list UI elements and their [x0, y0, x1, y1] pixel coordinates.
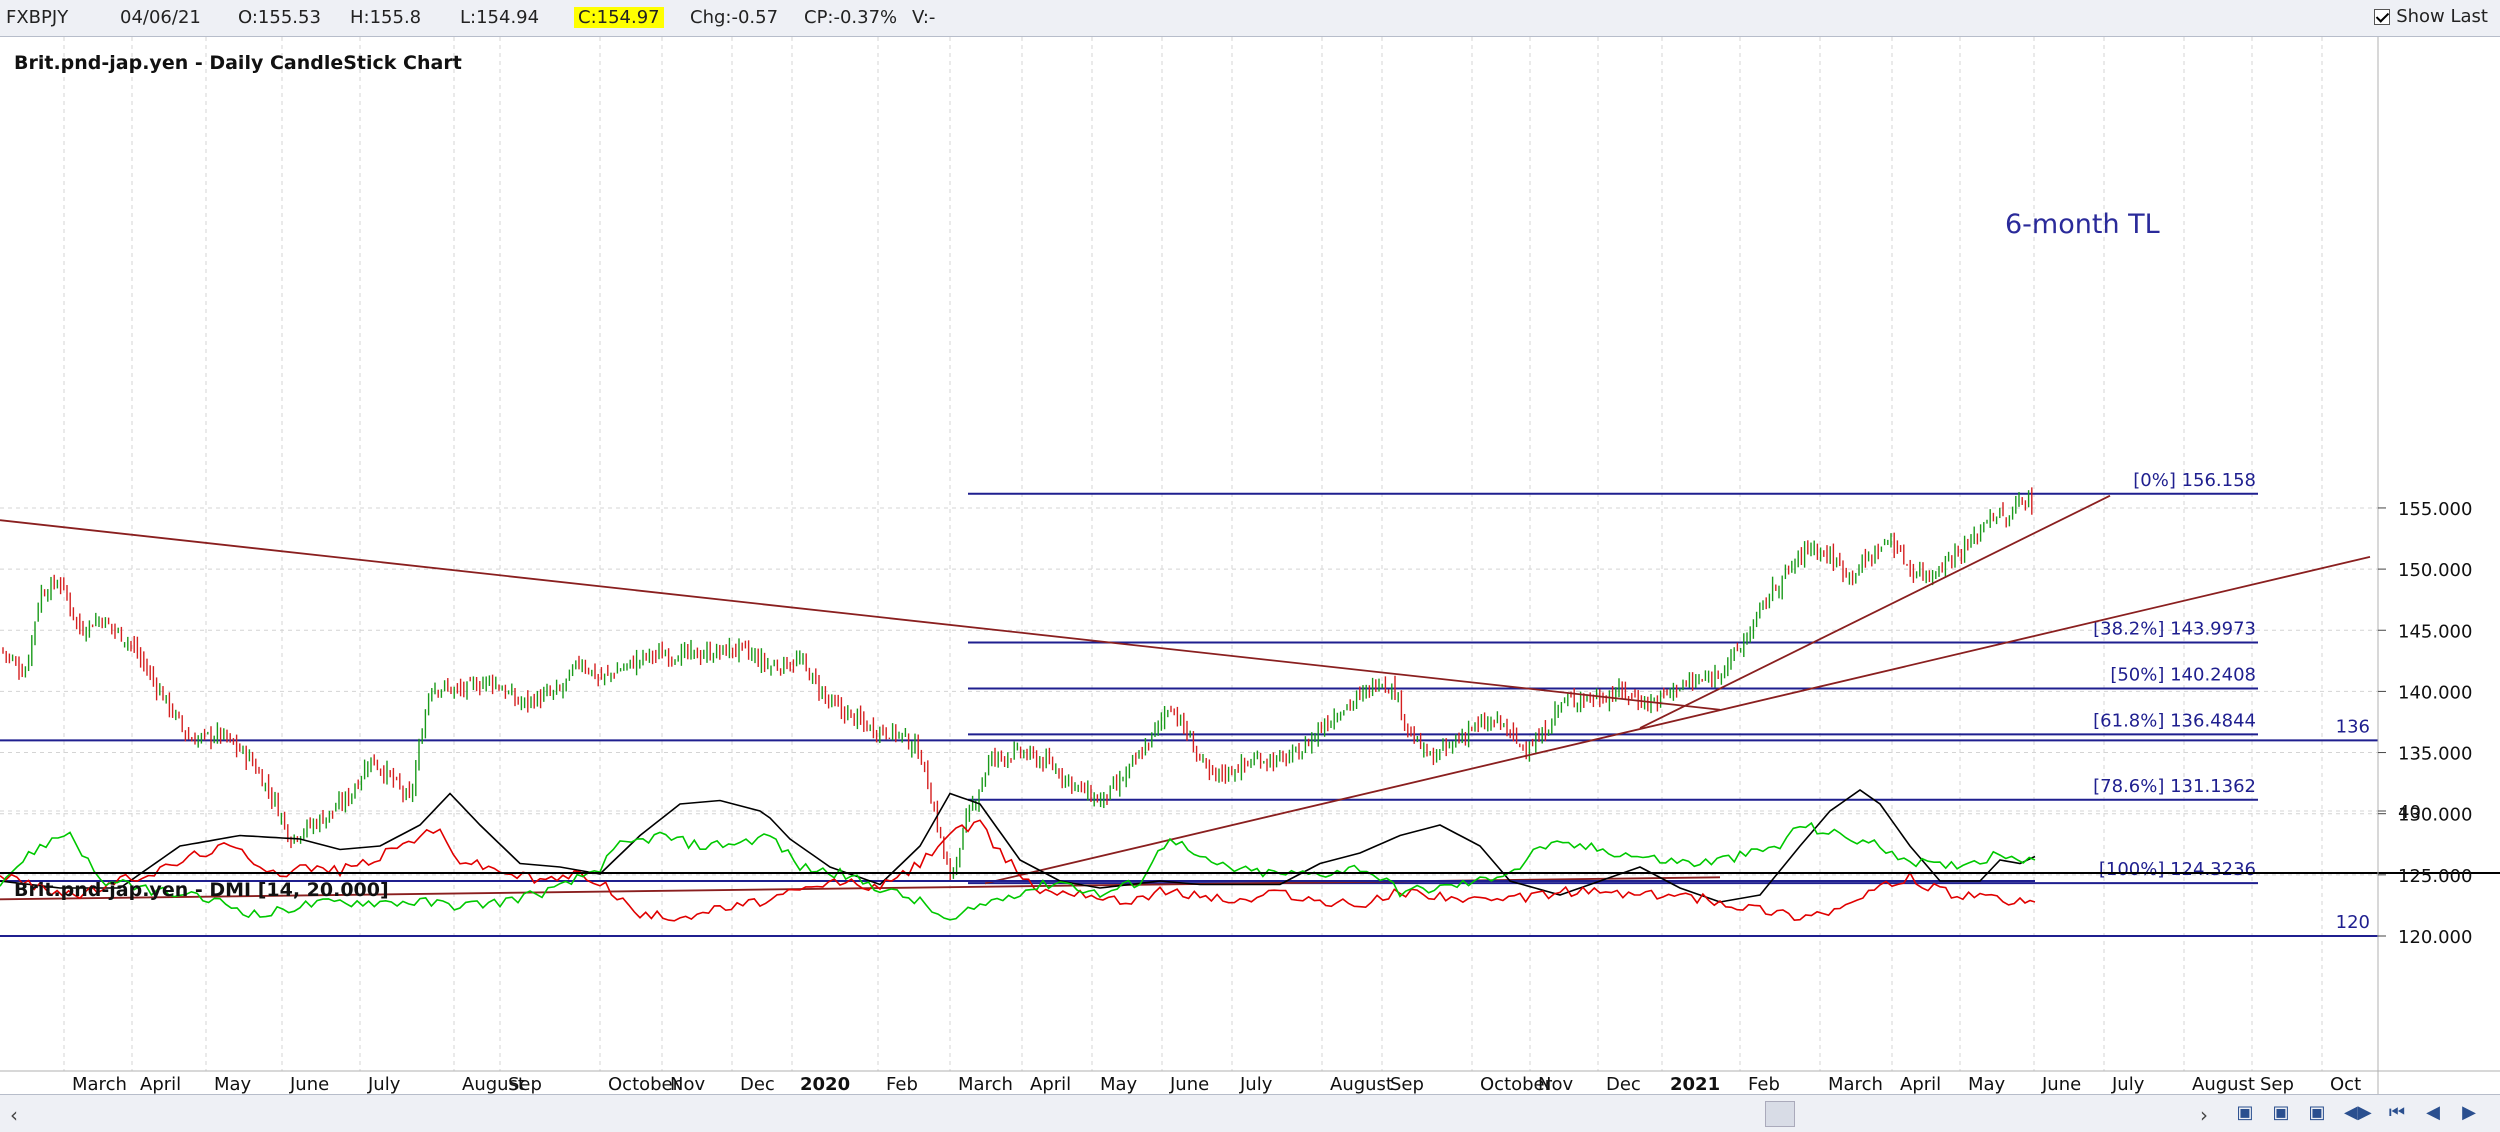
time-tick-label: 2020 [800, 1074, 850, 1094]
trendline-annotation: 6-month TL [2005, 209, 2160, 240]
time-tick-label: August [462, 1074, 525, 1094]
open-value: O:155.53 [238, 7, 321, 28]
dmi-series [0, 789, 2036, 922]
jump-end-icon[interactable]: ⏮ [2388, 1102, 2406, 1123]
date-label: 04/06/21 [120, 7, 201, 28]
low-value: L:154.94 [460, 7, 540, 28]
trend-line [0, 519, 1721, 711]
candlestick-series [2, 487, 2033, 882]
fib-label: [0%] 156.158 [2133, 470, 2256, 491]
zoom-fit-icon[interactable]: ▣ [2308, 1102, 2326, 1123]
price-tick-label: 120.000 [2398, 927, 2472, 948]
time-tick-label: April [1900, 1074, 1941, 1094]
price-tick-label: 125.000 [2398, 866, 2472, 887]
show-last-label: Show Last [2396, 6, 2488, 27]
time-tick-label: March [1828, 1074, 1883, 1094]
price-tick-label: 150.000 [2398, 560, 2472, 581]
volume-value: V:- [912, 7, 936, 28]
dmi-line [0, 789, 2036, 903]
time-tick-label: June [1169, 1074, 1209, 1094]
time-tick-label: July [2111, 1074, 2145, 1094]
time-tick-label: May [1968, 1074, 2006, 1094]
time-tick-label: Feb [886, 1074, 918, 1094]
close-value: C:154.97 [574, 7, 664, 28]
show-last-toggle[interactable]: Show Last [2374, 6, 2488, 27]
time-tick-label: August [2192, 1074, 2255, 1094]
price-axis-labels: 120.000 125.000 130.000 135.000 140.000 145.0… [2378, 499, 2472, 948]
time-tick-label: August [1330, 1074, 1393, 1094]
price-grid [0, 37, 2378, 1071]
zoom-out-icon[interactable]: ▣ [2272, 1102, 2290, 1123]
show-last-checkbox[interactable] [2374, 8, 2391, 25]
time-tick-label: April [1030, 1074, 1071, 1094]
scroll-right-icon[interactable]: › [2200, 1103, 2208, 1127]
dmi-tick-label: 40 [2398, 802, 2421, 823]
fib-label: [78.6%] 131.1362 [2093, 776, 2256, 797]
time-tick-label: Sep [508, 1074, 542, 1094]
time-tick-label: June [2041, 1074, 2081, 1094]
step-forward-icon[interactable]: ▶ [2462, 1102, 2476, 1123]
price-tick-label: 145.000 [2398, 621, 2472, 642]
trend-line [984, 555, 2371, 885]
rewind-icon[interactable]: ◀▶ [2344, 1102, 2372, 1123]
price-chart-title: Brit.pnd-jap.yen - Daily CandleStick Cha… [14, 52, 462, 74]
scrollbar-thumb[interactable] [1765, 1101, 1795, 1127]
high-value: H:155.8 [350, 7, 422, 28]
time-tick-label: March [72, 1074, 127, 1094]
time-tick-label: May [214, 1074, 252, 1094]
dmi-chart-title: Brit.pnd-jap.yen - DMI [14, 20.000] [14, 879, 389, 901]
dmi-line [0, 821, 2036, 921]
price-tick-label: 135.000 [2398, 744, 2472, 765]
time-tick-label: March [958, 1074, 1013, 1094]
dmi-line [0, 819, 2036, 922]
time-tick-label: October [1480, 1074, 1553, 1094]
price-tick-label: 130.000 [2398, 805, 2472, 826]
fib-label: [38.2%] 143.9973 [2093, 619, 2256, 640]
price-tick-label: 155.000 [2398, 499, 2472, 520]
scroll-left-icon[interactable]: ‹ [10, 1103, 18, 1127]
fib-label: [100%] 124.3236 [2099, 859, 2256, 880]
navigation-bar: ‹ › ▣ ▣ ▣ ◀▶ ⏮ ◀ ▶ [0, 1094, 2500, 1132]
time-tick-label: May [1100, 1074, 1138, 1094]
step-back-icon[interactable]: ◀ [2426, 1102, 2440, 1123]
price-tick-label: 140.000 [2398, 682, 2472, 703]
time-tick-label: April [140, 1074, 181, 1094]
time-tick-label: Feb [1748, 1074, 1780, 1094]
fib-label: [61.8%] 136.4844 [2093, 710, 2256, 731]
trend-lines [0, 494, 2371, 901]
change-percent-value: CP:-0.37% [804, 7, 898, 28]
level-label: 120 [2336, 912, 2370, 933]
zoom-in-icon[interactable]: ▣ [2236, 1102, 2254, 1123]
time-tick-label: 2021 [1670, 1074, 1720, 1094]
time-tick-label: October [608, 1074, 681, 1094]
axes [0, 37, 2500, 1094]
time-tick-label: Dec [740, 1074, 775, 1094]
fib-label: [50%] 140.2408 [2110, 664, 2256, 685]
time-tick-label: Sep [1390, 1074, 1424, 1094]
time-tick-label: Nov [670, 1074, 705, 1094]
symbol-label: FXBPJY [6, 7, 69, 28]
time-tick-label: Dec [1606, 1074, 1641, 1094]
time-tick-label: Sep [2260, 1074, 2294, 1094]
chart-canvas[interactable]: [0%] 156.158 [38.2%] 143.9973 [50%] 140.24… [0, 37, 2500, 1094]
time-tick-label: Oct [2330, 1074, 2361, 1094]
time-tick-label: Nov [1538, 1074, 1573, 1094]
quote-header: FXBPJY 04/06/21 O:155.53 H:155.8 L:154.9… [0, 0, 2500, 37]
level-label: 136 [2336, 716, 2370, 737]
time-tick-label: July [1239, 1074, 1273, 1094]
time-tick-label: June [289, 1074, 329, 1094]
trend-line [1639, 494, 2111, 729]
change-value: Chg:-0.57 [690, 7, 779, 28]
time-tick-label: July [367, 1074, 401, 1094]
